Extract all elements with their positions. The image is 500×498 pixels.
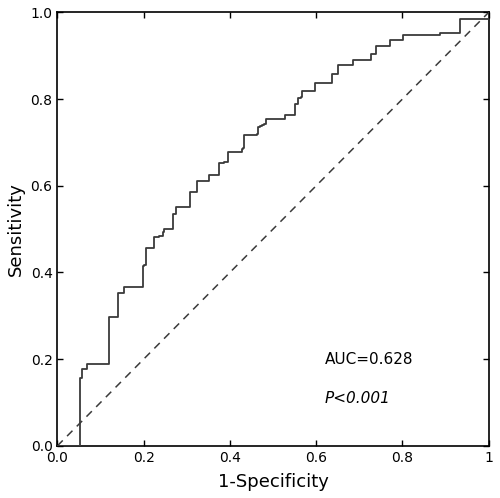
Y-axis label: Sensitivity: Sensitivity: [7, 182, 25, 276]
Text: AUC=0.628: AUC=0.628: [324, 352, 413, 367]
Text: P<0.001: P<0.001: [324, 391, 390, 406]
X-axis label: 1-Specificity: 1-Specificity: [218, 473, 328, 491]
